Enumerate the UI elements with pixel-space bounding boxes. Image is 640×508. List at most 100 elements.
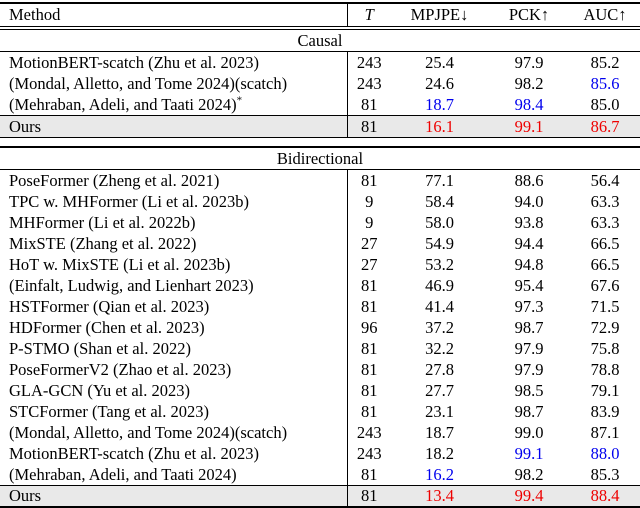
auc-cell: 85.2 [590, 52, 620, 72]
t-cell: 243 [346, 443, 391, 464]
table-row: MixSTE (Zhang et al. 2022) 27 54.9 94.4 66.5 [0, 233, 640, 254]
t-cell: 81 [346, 464, 391, 486]
table-row: MHFormer (Li et al. 2022b) 9 58.0 93.8 63.3 [0, 212, 640, 233]
table-row: HDFormer (Chen et al. 2023) 96 37.2 98.7 72.… [0, 317, 640, 338]
table-row: (Mondal, Alletto, and Tome 2024)(scatch)… [0, 73, 640, 94]
table-row: MotionBERT-scatch (Zhu et al. 2023) 243 25… [0, 51, 640, 73]
mpjpe-cell: 53.2 [425, 254, 454, 274]
auc-cell: 56.4 [590, 170, 620, 190]
pck-cell: 99.1 [514, 116, 544, 136]
table-row: PoseFormer (Zheng et al. 2021) 81 77.1 88.6… [0, 169, 640, 191]
t-cell: 27 [346, 254, 391, 275]
pck-cell: 97.3 [514, 296, 544, 316]
section-gap [0, 137, 640, 147]
mpjpe-cell: 27.8 [425, 359, 454, 379]
auc-cell: 86.7 [590, 116, 620, 136]
method-cell: MHFormer (Li et al. 2022b) [9, 212, 196, 232]
auc-cell: 67.6 [590, 275, 620, 295]
pck-cell: 94.0 [514, 191, 544, 211]
method-cell: PoseFormer (Zheng et al. 2021) [9, 170, 220, 190]
auc-cell: 71.5 [590, 296, 620, 316]
pck-cell: 95.4 [514, 275, 544, 295]
auc-cell: 88.0 [590, 443, 620, 463]
pck-cell: 98.7 [514, 401, 544, 421]
method-cell: GLA-GCN (Yu et al. 2023) [9, 380, 191, 400]
table-row: (Mehraban, Adeli, and Taati 2024)* 81 18.7… [0, 94, 640, 116]
col-header-auc: AUC↑ [583, 5, 627, 24]
pck-cell: 98.5 [514, 380, 544, 400]
t-cell: 243 [346, 51, 391, 73]
table-row: (Mondal, Alletto, and Tome 2024)(scatch)… [0, 422, 640, 443]
pck-cell: 93.8 [514, 212, 544, 232]
method-cell: HoT w. MixSTE (Li et al. 2023b) [9, 254, 231, 274]
auc-cell: 75.8 [590, 338, 620, 358]
col-header-t: T [346, 3, 391, 28]
mpjpe-cell: 16.1 [425, 116, 454, 136]
t-cell: 243 [346, 422, 391, 443]
method-cell: P-STMO (Shan et al. 2022) [9, 338, 191, 358]
pck-cell: 99.4 [514, 486, 544, 505]
pck-cell: 98.7 [514, 317, 544, 337]
t-cell: 81 [346, 115, 391, 138]
mpjpe-cell: 25.4 [425, 52, 454, 72]
t-cell: 81 [346, 169, 391, 191]
auc-cell: 85.0 [590, 94, 620, 114]
mpjpe-cell: 46.9 [425, 275, 454, 295]
mpjpe-cell: 13.4 [425, 486, 454, 505]
table-row: STCFormer (Tang et al. 2023) 81 23.1 98.7 83… [0, 401, 640, 422]
method-cell: Ours [9, 486, 42, 505]
table-row: HSTFormer (Qian et al. 2023) 81 41.4 97.3 71… [0, 296, 640, 317]
method-cell: (Mondal, Alletto, and Tome 2024)(scatch) [9, 73, 288, 93]
mpjpe-cell: 18.7 [425, 94, 454, 114]
pck-cell: 97.9 [514, 338, 544, 358]
t-cell: 27 [346, 233, 391, 254]
pck-cell: 98.2 [514, 73, 544, 93]
auc-cell: 66.5 [590, 254, 620, 274]
section-label: Bidirectional [0, 146, 640, 170]
mpjpe-cell: 41.4 [425, 296, 454, 316]
t-cell: 81 [346, 485, 391, 507]
t-cell: 81 [346, 401, 391, 422]
table-header-row: Method T MPJPE↓ PCK↑ AUC↑ [0, 3, 640, 28]
pck-cell: 97.9 [514, 52, 544, 72]
mpjpe-cell: 16.2 [425, 464, 454, 484]
method-cell: Ours [9, 116, 42, 136]
section-label: Causal [0, 28, 640, 52]
t-cell: 81 [346, 380, 391, 401]
col-header-method: Method [9, 5, 61, 24]
method-cell: HDFormer (Chen et al. 2023) [9, 317, 205, 337]
method-cell: MotionBERT-scatch (Zhu et al. 2023) [9, 443, 259, 463]
table-row: GLA-GCN (Yu et al. 2023) 81 27.7 98.5 79.1 [0, 380, 640, 401]
auc-cell: 88.4 [590, 486, 620, 505]
pck-cell: 99.0 [514, 422, 544, 442]
auc-cell: 83.9 [590, 401, 620, 421]
t-cell: 81 [346, 296, 391, 317]
table-row: (Mehraban, Adeli, and Taati 2024) 81 16.2 9… [0, 464, 640, 486]
t-cell: 243 [346, 73, 391, 94]
t-cell: 81 [346, 94, 391, 116]
section-header-causal: Causal [0, 28, 640, 52]
table-row: (Einfalt, Ludwig, and Lienhart 2023) 81 46… [0, 275, 640, 296]
t-cell: 81 [346, 338, 391, 359]
mpjpe-cell: 58.4 [425, 191, 454, 211]
mpjpe-cell: 32.2 [425, 338, 454, 358]
table-row-ours: Ours 81 13.4 99.4 88.4 [0, 485, 640, 507]
mpjpe-cell: 27.7 [425, 380, 454, 400]
mpjpe-cell: 18.7 [425, 422, 454, 442]
auc-cell: 72.9 [590, 317, 620, 337]
t-cell: 9 [346, 212, 391, 233]
method-cell: (Einfalt, Ludwig, and Lienhart 2023) [9, 275, 254, 295]
pck-cell: 88.6 [514, 170, 544, 190]
table-row: TPC w. MHFormer (Li et al. 2023b) 9 58.4 94… [0, 191, 640, 212]
table-row: PoseFormerV2 (Zhao et al. 2023) 81 27.8 97.… [0, 359, 640, 380]
col-header-pck: PCK↑ [508, 5, 550, 24]
pck-cell: 97.9 [514, 359, 544, 379]
t-cell: 81 [346, 275, 391, 296]
mpjpe-cell: 37.2 [425, 317, 454, 337]
auc-cell: 78.8 [590, 359, 620, 379]
t-cell: 96 [346, 317, 391, 338]
mpjpe-cell: 58.0 [425, 212, 454, 232]
table-row: HoT w. MixSTE (Li et al. 2023b) 27 53.2 94.… [0, 254, 640, 275]
auc-cell: 63.3 [590, 191, 620, 211]
